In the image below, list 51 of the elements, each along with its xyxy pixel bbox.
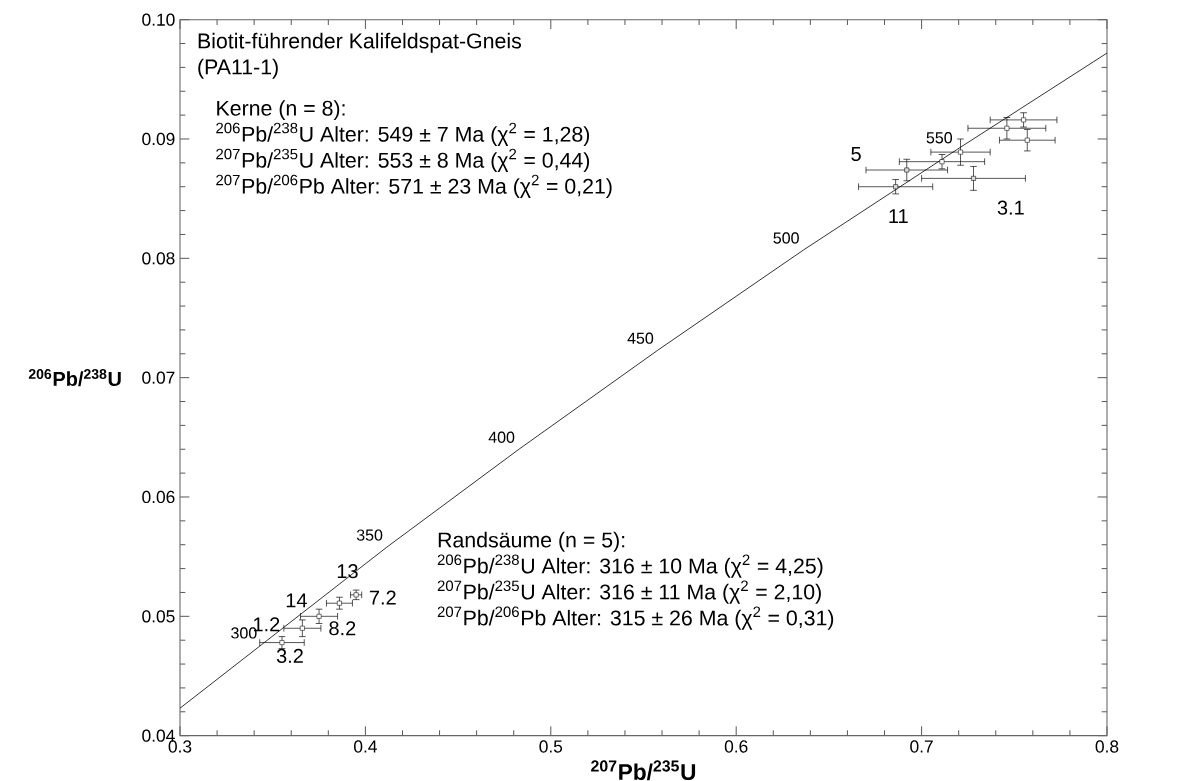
point (904, 167, 910, 173)
x-tick-label: 0.3 (168, 740, 192, 753)
point (337, 600, 342, 606)
y-tick-label: 0.10 (142, 13, 175, 26)
point (1004, 125, 1010, 131)
x-tick-label: 0.4 (354, 740, 377, 753)
annotation: 3.2 (276, 648, 303, 663)
point (316, 613, 322, 619)
line-series (180, 52, 1107, 709)
y-tick-label: 0.08 (142, 252, 175, 265)
point (1021, 117, 1026, 123)
annotation: $^{207}$Pb/$^{235}$U Alter: 316 ± 11 Ma (χ$^{2}$ = 2,10) (437, 580, 821, 604)
annotation: 400 (488, 431, 515, 443)
text: Biotit-führender Kalifeldspat-Gneis (198, 32, 522, 53)
x-tick-label: 0.5 (539, 740, 563, 753)
annotation: 5 (851, 147, 861, 161)
y-tick-label: 0.09 (142, 132, 175, 146)
annotation: 3.1 (997, 200, 1024, 215)
annotation: 500 (773, 232, 799, 244)
annotation: 13 (337, 564, 358, 579)
point (299, 625, 305, 631)
annotation: 8.2 (329, 621, 356, 636)
y-tick-label: 0.07 (142, 371, 175, 384)
point (958, 149, 963, 155)
y-tick-label: 0.04 (142, 729, 175, 742)
annotation: 7.2 (369, 590, 396, 605)
point (279, 640, 285, 645)
x-axis-title: $^{207}$Pb/$^{235}$U (591, 760, 696, 781)
annotation: 14 (286, 593, 307, 608)
x-tick-label: 0.8 (1095, 740, 1119, 753)
y-tick-label: 0.05 (142, 610, 175, 623)
annotation: $^{206}$Pb/$^{238}$U Alter: 316 ± 10 Ma (χ$^{2}$ = 4,25) (437, 554, 823, 578)
point (971, 175, 976, 181)
annotation: 450 (627, 332, 654, 344)
annotation: 550 (926, 132, 953, 144)
point (939, 159, 945, 165)
annotation: 11 (889, 209, 908, 223)
point (893, 184, 899, 190)
x-tick-label: 0.7 (910, 740, 933, 753)
annotation: Kerne (n = 8): (217, 100, 345, 120)
y-tick-label: 0.06 (142, 490, 175, 504)
annotation: $^{207}$Pb/$^{235}$U Alter: 553 ± 8 Ma (χ$^{2}$ = 0,44) (216, 148, 590, 172)
x-tick-label: 0.6 (724, 740, 748, 753)
point (1024, 137, 1030, 143)
text: (PA11-1) (198, 58, 278, 79)
annotation: $^{207}$Pb/$^{206}$Pb Alter: 571 ± 23 Ma (χ$^{2}$ = 0,21) (216, 174, 612, 198)
annotation: $^{207}$Pb/$^{206}$Pb Alter: 315 ± 26 Ma (χ$^{2}$ = 0,31) (437, 606, 834, 630)
annotation: 350 (356, 529, 383, 541)
y-axis-title: $^{206}$Pb/$^{238}$U (28, 369, 121, 387)
annotation: $^{206}$Pb/$^{238}$U Alter: 549 ± 7 Ma (χ$^{2}$ = 1,28) (216, 122, 590, 146)
annotation: Randsäume (n = 5): (438, 531, 625, 552)
